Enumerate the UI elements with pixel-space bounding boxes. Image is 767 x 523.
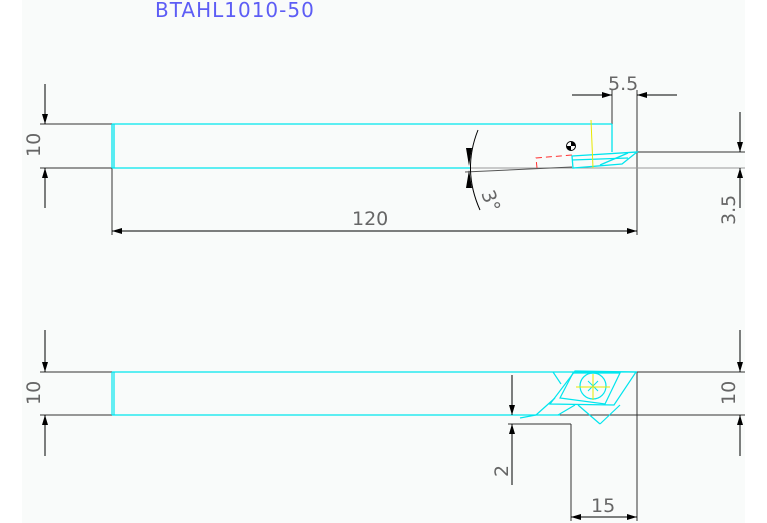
top-tool-outline xyxy=(111,123,640,169)
dim-height-right: 10 xyxy=(718,381,740,405)
bottom-tool-outline xyxy=(111,370,638,425)
clearance-line xyxy=(464,166,573,173)
dim-width: 15 xyxy=(591,495,615,517)
top-view: 120 5.5 3.5 10 3° xyxy=(23,73,745,235)
hidden-line xyxy=(535,154,573,169)
dim-height-left: 10 xyxy=(23,381,45,405)
sheet-background xyxy=(22,0,745,523)
dim-height: 10 xyxy=(23,133,45,157)
angle-arc xyxy=(470,129,481,211)
top-extension-lines xyxy=(40,90,745,235)
angle-arrows xyxy=(466,148,472,188)
dim-tip-height: 3.5 xyxy=(718,195,740,225)
dim-step: 2 xyxy=(491,465,513,477)
bottom-view: 15 2 10 10 xyxy=(23,330,745,521)
center-line xyxy=(590,119,594,169)
screw-center-icon xyxy=(576,374,610,400)
center-symbol-icon xyxy=(566,141,576,151)
drawing-title: BTAHL1010-50 xyxy=(155,0,315,22)
dim-offset: 5.5 xyxy=(608,73,638,95)
dim-length: 120 xyxy=(352,208,388,230)
